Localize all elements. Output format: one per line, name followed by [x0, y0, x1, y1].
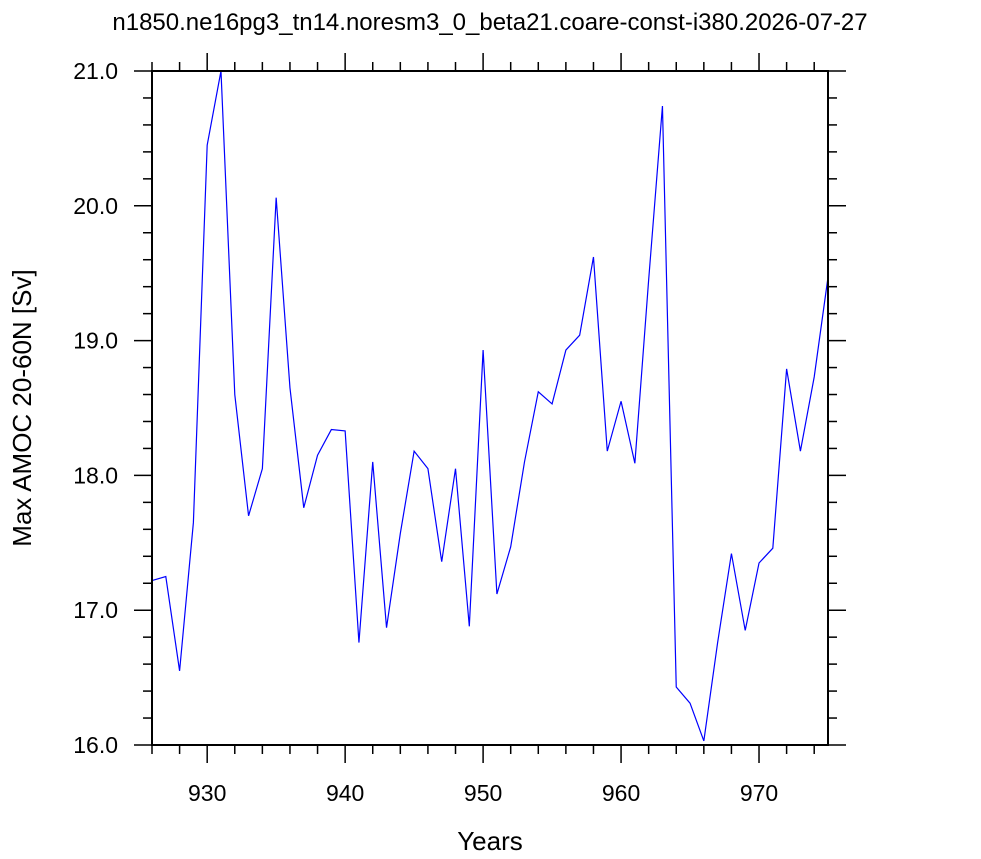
- y-tick-label: 16.0: [73, 732, 118, 758]
- x-tick-label: 930: [188, 780, 226, 806]
- series-line: [151, 70, 829, 742]
- x-axis-ticks: [151, 53, 815, 763]
- x-axis-label: Years: [457, 826, 523, 856]
- x-tick-label: 940: [326, 780, 364, 806]
- y-tick-labels: 16.0 17.0 18.0 19.0 20.0 21.0: [73, 58, 118, 758]
- plot-frame: [151, 70, 829, 746]
- x-tick-label: 960: [602, 780, 640, 806]
- chart-title: n1850.ne16pg3_tn14.noresm3_0_beta21.coar…: [112, 9, 867, 36]
- y-tick-label: 20.0: [73, 193, 118, 219]
- y-tick-label: 19.0: [73, 328, 118, 354]
- y-tick-label: 18.0: [73, 462, 118, 488]
- y-axis-ticks: [134, 70, 846, 746]
- x-tick-label: 970: [740, 780, 778, 806]
- x-tick-label: 950: [464, 780, 502, 806]
- x-tick-labels: 930 940 950 960 970: [188, 780, 778, 806]
- y-tick-label: 21.0: [73, 58, 118, 84]
- y-axis-label: Max AMOC 20-60N [Sv]: [7, 269, 37, 546]
- series-group: [151, 70, 829, 742]
- y-tick-label: 17.0: [73, 597, 118, 623]
